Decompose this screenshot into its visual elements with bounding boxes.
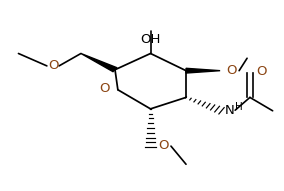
Polygon shape: [81, 53, 117, 72]
Text: N: N: [225, 104, 234, 117]
Text: O: O: [256, 65, 266, 78]
Text: O: O: [48, 59, 59, 72]
Text: O: O: [158, 139, 168, 152]
Polygon shape: [186, 68, 220, 73]
Text: O: O: [226, 64, 237, 77]
Text: O: O: [99, 82, 109, 95]
Text: OH: OH: [140, 33, 161, 46]
Text: H: H: [235, 102, 243, 112]
